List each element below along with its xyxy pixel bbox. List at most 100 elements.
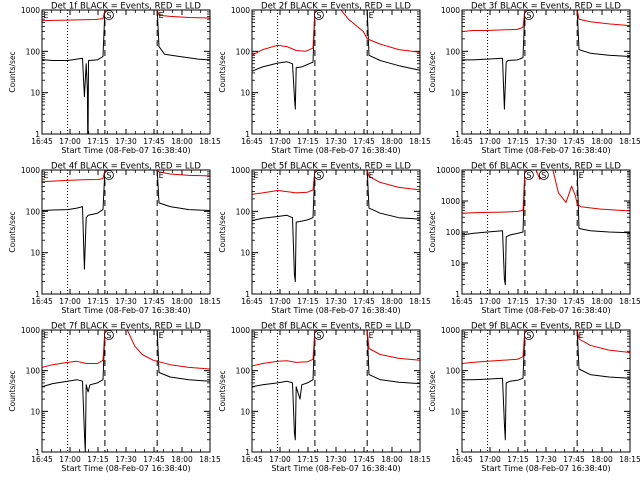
- y-tick-label: 1000: [441, 326, 460, 335]
- panel-det-8: Det 8f BLACK = Events, RED = LLD 1 10 100 10…: [218, 322, 431, 474]
- x-tick-label: 18:15: [409, 137, 431, 146]
- x-tick-label: 18:00: [381, 455, 403, 464]
- x-axis-label: Start Time (08-Feb-07 16:38:40): [61, 306, 190, 315]
- x-tick-label: 18:15: [619, 297, 640, 306]
- x-tick-label: 17:15: [297, 455, 319, 464]
- panel-det-6: Det 6f BLACK = Events, RED = LLD 1 10 100 10…: [428, 162, 640, 316]
- series-group: [252, 170, 420, 283]
- x-tick-label: 17:45: [143, 137, 165, 146]
- series-events-line: [42, 170, 210, 270]
- marker-label: S: [106, 171, 111, 180]
- x-tick-label: 17:00: [269, 137, 291, 146]
- y-tick-label: 1000: [441, 197, 460, 206]
- marker-label: E: [579, 331, 584, 340]
- y-tick-label: 100: [446, 228, 461, 237]
- x-tick-label: 17:45: [563, 455, 585, 464]
- x-tick-label: 17:15: [507, 297, 529, 306]
- series-lld-line: [42, 330, 210, 370]
- y-tick-label: 10000: [436, 166, 460, 175]
- marker-label: E: [159, 171, 164, 180]
- x-tick-label: 18:00: [171, 297, 193, 306]
- y-tick-label: 1000: [21, 326, 40, 335]
- y-tick-label: 1: [35, 290, 40, 299]
- x-axis-label: Start Time (08-Feb-07 16:38:40): [271, 464, 400, 473]
- plot-frame: [251, 9, 421, 135]
- marker-label: E: [253, 331, 258, 340]
- marker-label: S: [541, 171, 546, 180]
- marker-label: S: [316, 171, 321, 180]
- x-tick-label: 16:45: [31, 297, 53, 306]
- x-tick-label: 17:45: [563, 137, 585, 146]
- x-tick-label: 17:30: [115, 297, 137, 306]
- x-tick-label: 17:00: [269, 297, 291, 306]
- series-events-line: [462, 330, 630, 441]
- marker-label: E: [159, 11, 164, 20]
- y-tick-label: 1000: [441, 6, 460, 15]
- x-tick-label: 17:15: [87, 455, 109, 464]
- y-axis-label: Counts/sec: [428, 211, 437, 252]
- series-group: [42, 10, 210, 134]
- x-tick-label: 17:15: [87, 137, 109, 146]
- marker-label: E: [253, 171, 258, 180]
- plot-frame: [461, 329, 631, 453]
- panel-det-9: Det 9f BLACK = Events, RED = LLD 1 10 100 10…: [428, 322, 640, 474]
- x-tick-label: 18:15: [409, 455, 431, 464]
- x-tick-label: 16:45: [241, 137, 263, 146]
- x-tick-label: 18:15: [619, 137, 640, 146]
- series-group: [42, 330, 210, 452]
- x-tick-label: 17:30: [535, 455, 557, 464]
- panel-det-1: Det 1f BLACK = Events, RED = LLD 1 10 100 10…: [8, 2, 221, 156]
- marker-label: S: [316, 11, 321, 20]
- y-tick-label: 1: [245, 130, 250, 139]
- panel-title: Det 7f BLACK = Events, RED = LLD: [51, 322, 201, 332]
- x-tick-label: 17:45: [353, 297, 375, 306]
- y-axis-label: Counts/sec: [218, 370, 227, 411]
- y-tick-label: 10: [450, 407, 460, 416]
- x-tick-label: 18:00: [381, 137, 403, 146]
- marker-label: S: [316, 331, 321, 340]
- x-tick-label: 18:00: [591, 137, 613, 146]
- x-tick-label: 16:45: [31, 137, 53, 146]
- y-tick-label: 10: [240, 407, 250, 416]
- x-tick-label: 18:15: [199, 297, 221, 306]
- y-tick-label: 100: [446, 47, 461, 56]
- series-events-line: [252, 10, 420, 110]
- x-tick-label: 16:45: [451, 455, 473, 464]
- y-axis-label: Counts/sec: [218, 51, 227, 92]
- x-tick-label: 17:15: [507, 137, 529, 146]
- y-axis-label: Counts/sec: [428, 370, 437, 411]
- x-tick-label: 17:30: [115, 137, 137, 146]
- panel-title: Det 2f BLACK = Events, RED = LLD: [261, 2, 411, 12]
- marker-label: S: [526, 11, 531, 20]
- plot-frame: [461, 9, 631, 135]
- series-events-line: [42, 10, 210, 134]
- marker-label: S: [106, 331, 111, 340]
- x-tick-label: 18:00: [171, 137, 193, 146]
- series-lld-line: [252, 170, 420, 195]
- plot-frame: [41, 329, 211, 453]
- x-tick-label: 17:00: [269, 455, 291, 464]
- marker-label: E: [369, 171, 374, 180]
- x-axis-label: Start Time (08-Feb-07 16:38:40): [481, 464, 610, 473]
- x-tick-label: 17:30: [325, 137, 347, 146]
- panel-title: Det 3f BLACK = Events, RED = LLD: [471, 2, 621, 12]
- y-tick-label: 1: [245, 290, 250, 299]
- x-tick-label: 16:45: [451, 137, 473, 146]
- series-group: [252, 10, 420, 110]
- marker-label: E: [579, 171, 584, 180]
- panel-title: Det 9f BLACK = Events, RED = LLD: [471, 322, 621, 332]
- plot-frame: [251, 169, 421, 295]
- x-tick-label: 18:00: [591, 297, 613, 306]
- x-axis-label: Start Time (08-Feb-07 16:38:40): [481, 306, 610, 315]
- panel-title: Det 6f BLACK = Events, RED = LLD: [471, 162, 621, 172]
- series-lld-line: [462, 10, 630, 33]
- y-tick-label: 100: [26, 367, 41, 376]
- series-lld-line: [462, 330, 630, 364]
- x-tick-label: 17:45: [143, 455, 165, 464]
- marker-label: E: [369, 11, 374, 20]
- plot-frame: [41, 169, 211, 295]
- y-tick-label: 1: [455, 130, 460, 139]
- y-axis-label: Counts/sec: [8, 370, 17, 411]
- marker-label: S: [526, 331, 531, 340]
